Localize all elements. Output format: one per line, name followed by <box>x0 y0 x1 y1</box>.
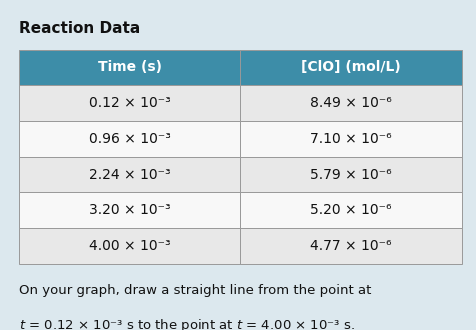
Bar <box>240 85 462 121</box>
Bar <box>19 85 240 121</box>
Text: $\it{t}$ = 0.12 × 10⁻³ s to the point at $\it{t}$ = 4.00 × 10⁻³ s.: $\it{t}$ = 0.12 × 10⁻³ s to the point at… <box>19 317 355 330</box>
Bar <box>19 157 240 192</box>
Text: 0.96 × 10⁻³: 0.96 × 10⁻³ <box>89 132 171 146</box>
Bar <box>240 228 462 264</box>
Text: [ClO] (mol/L): [ClO] (mol/L) <box>301 60 401 74</box>
Text: 4.77 × 10⁻⁶: 4.77 × 10⁻⁶ <box>310 239 392 253</box>
Bar <box>240 192 462 228</box>
Text: 5.20 × 10⁻⁶: 5.20 × 10⁻⁶ <box>310 203 392 217</box>
Text: 4.00 × 10⁻³: 4.00 × 10⁻³ <box>89 239 170 253</box>
Bar <box>19 50 240 85</box>
Text: 7.10 × 10⁻⁶: 7.10 × 10⁻⁶ <box>310 132 392 146</box>
Text: 2.24 × 10⁻³: 2.24 × 10⁻³ <box>89 168 170 182</box>
Text: Reaction Data: Reaction Data <box>19 21 140 36</box>
Text: 0.12 × 10⁻³: 0.12 × 10⁻³ <box>89 96 170 110</box>
Text: 5.79 × 10⁻⁶: 5.79 × 10⁻⁶ <box>310 168 392 182</box>
Text: On your graph, draw a straight line from the point at: On your graph, draw a straight line from… <box>19 284 371 297</box>
Bar <box>19 192 240 228</box>
Bar <box>240 121 462 157</box>
Text: 3.20 × 10⁻³: 3.20 × 10⁻³ <box>89 203 170 217</box>
Text: Time (s): Time (s) <box>98 60 162 74</box>
Bar <box>240 50 462 85</box>
Bar <box>19 228 240 264</box>
Bar <box>19 121 240 157</box>
Bar <box>240 157 462 192</box>
Text: 8.49 × 10⁻⁶: 8.49 × 10⁻⁶ <box>310 96 392 110</box>
